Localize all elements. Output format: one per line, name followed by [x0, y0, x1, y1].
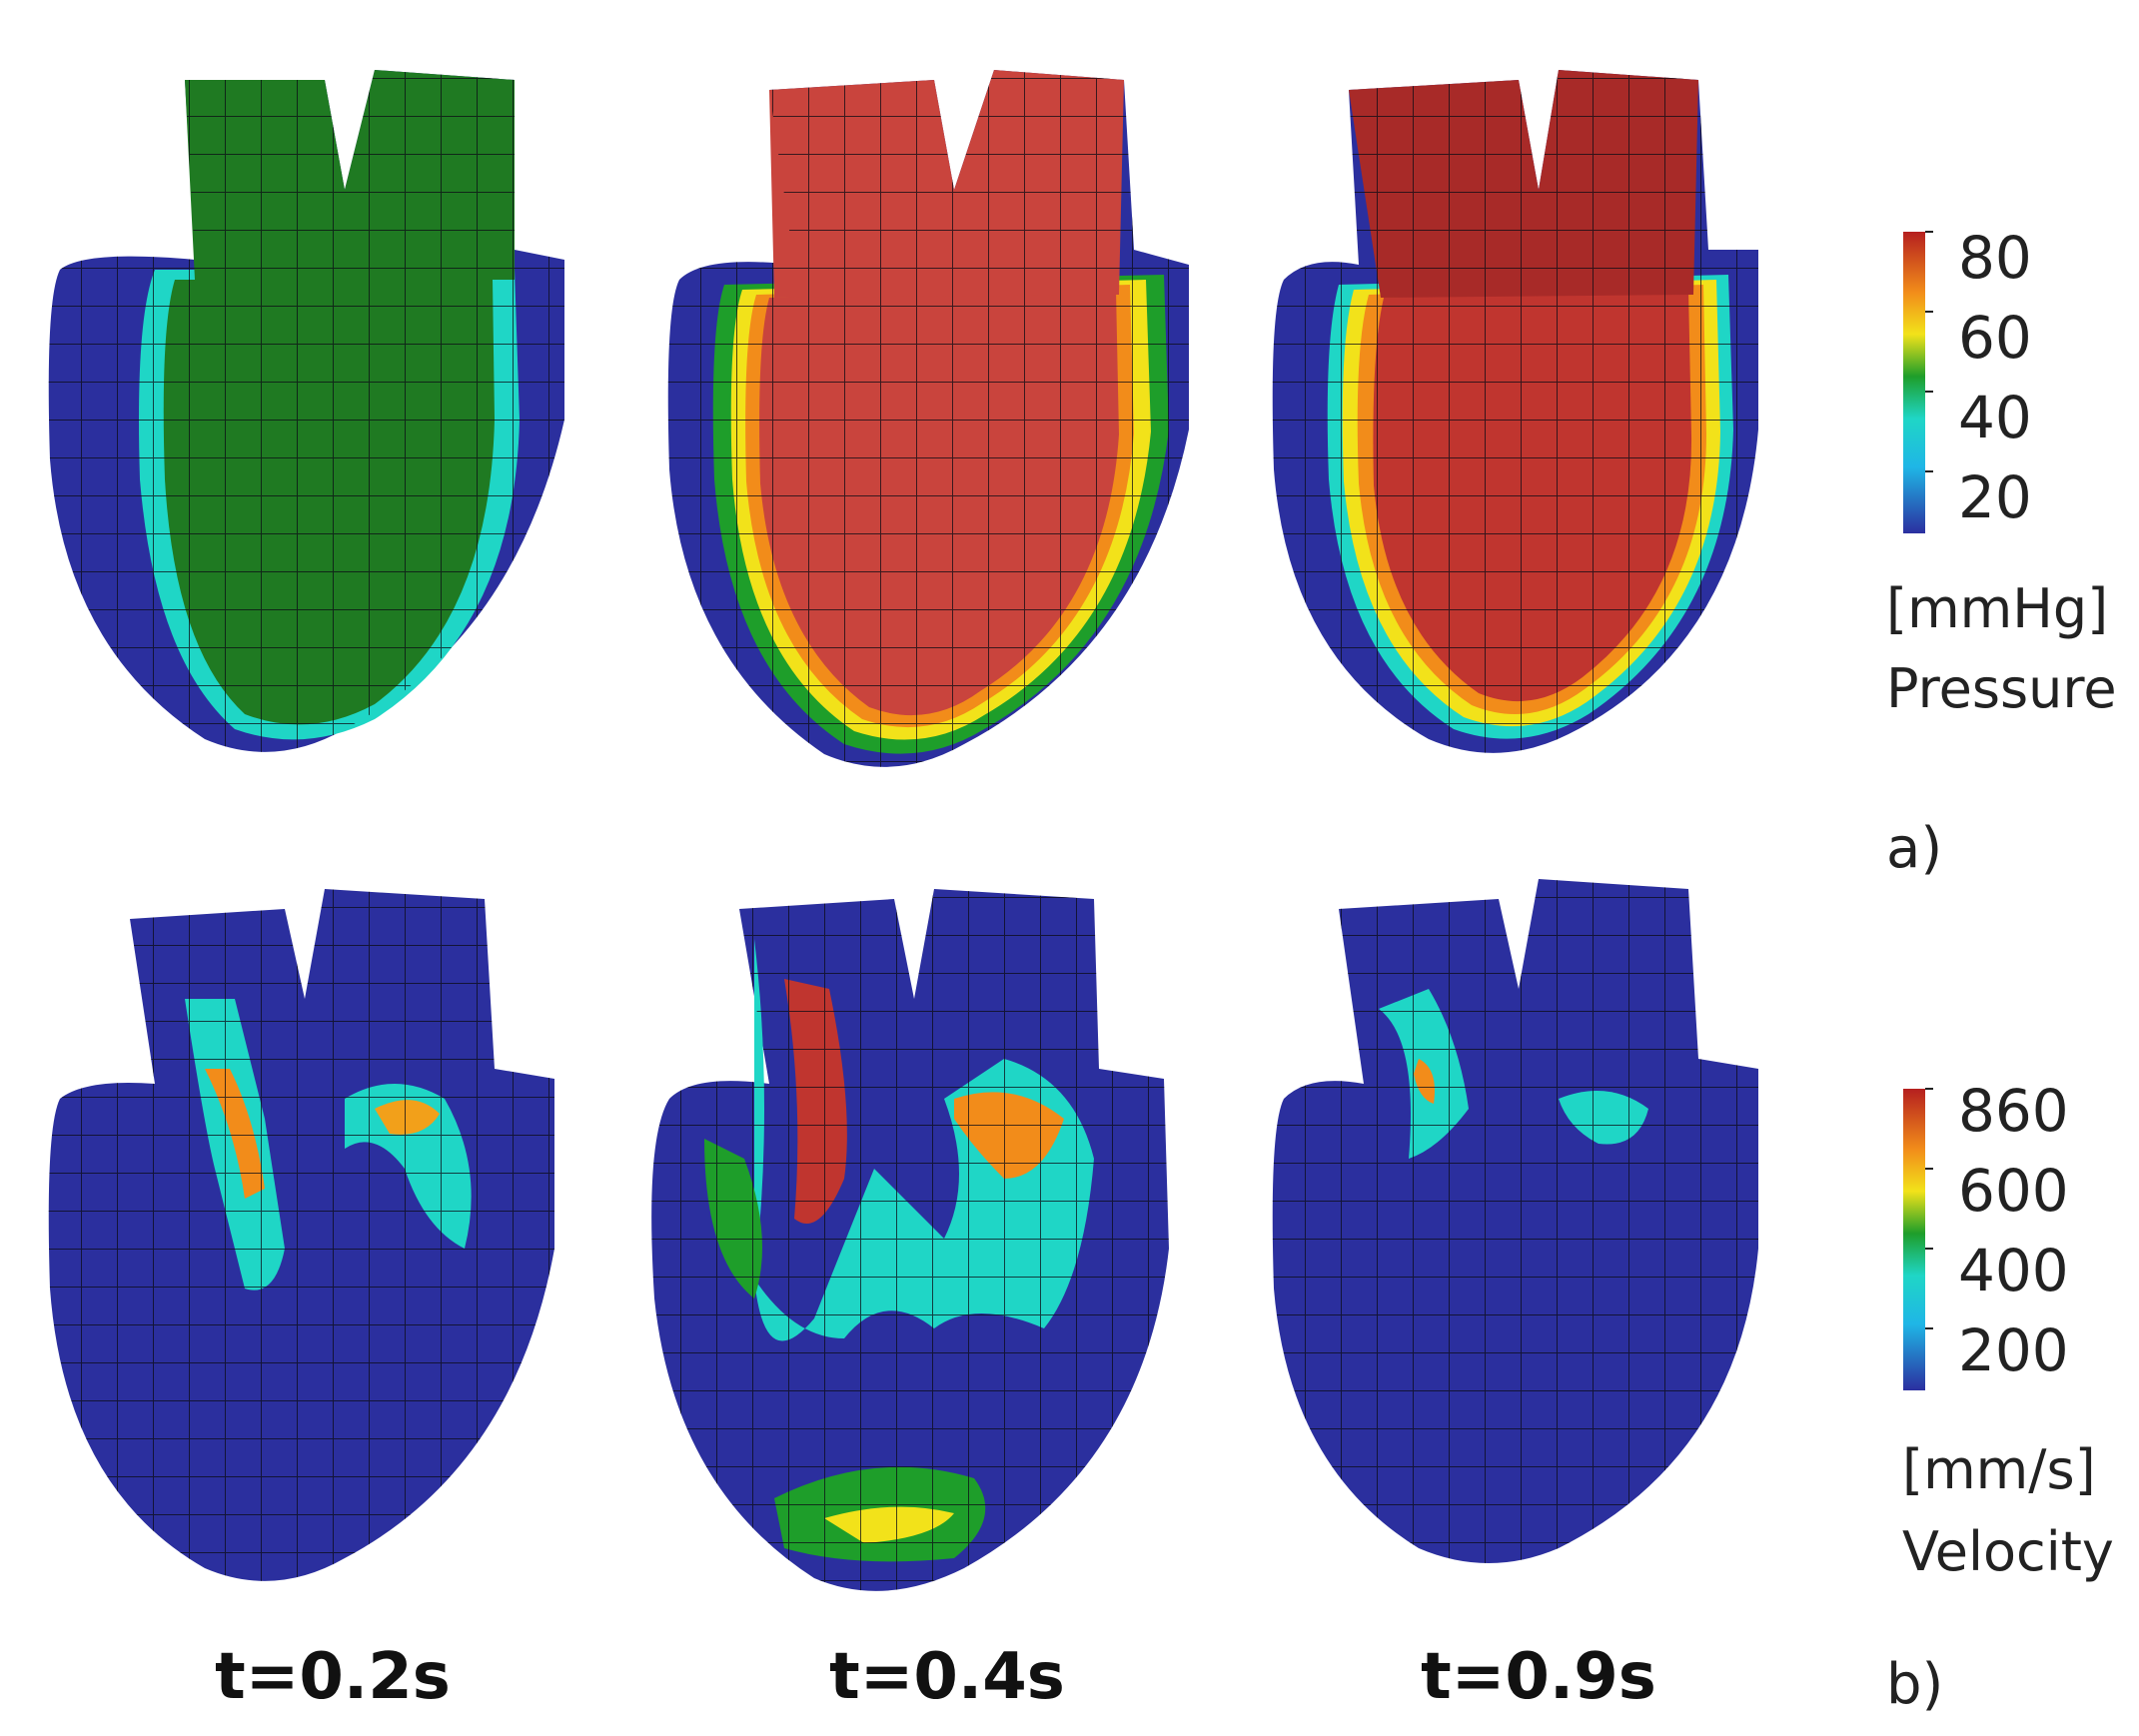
pressure-heart-t02 [48, 70, 564, 752]
time-label-t09: t=0.9s [1421, 1640, 1656, 1714]
velocity-tick-860: 860 [1958, 1077, 2069, 1145]
pressure-tick-80: 80 [1958, 224, 2032, 292]
pressure-tick-40: 40 [1958, 384, 2032, 451]
velocity-colorbar: 860 600 400 200 [mm/s] Velocity [1902, 1077, 2114, 1583]
velocity-tick-600: 600 [1958, 1157, 2069, 1225]
velocity-heart-t02 [48, 889, 554, 1581]
pressure-heart-t04 [667, 70, 1189, 767]
panel-label-a: a) [1886, 816, 1942, 881]
velocity-tick-400: 400 [1958, 1237, 2069, 1304]
pressure-heart-t09 [1272, 70, 1758, 753]
pressure-quantity: Pressure [1886, 657, 2117, 720]
velocity-tick-200: 200 [1958, 1316, 2069, 1384]
velocity-colorbar-gradient [1903, 1089, 1925, 1390]
pressure-colorbar: 80 60 40 20 [mmHg] Pressure [1886, 224, 2117, 720]
velocity-unit: [mm/s] [1902, 1438, 2096, 1501]
velocity-heart-t04 [651, 889, 1169, 1591]
pressure-tick-60: 60 [1958, 304, 2032, 372]
time-label-t02: t=0.2s [215, 1640, 451, 1714]
velocity-heart-t09 [1272, 879, 1758, 1563]
pressure-tick-20: 20 [1958, 463, 2032, 531]
pressure-unit: [mmHg] [1886, 577, 2108, 640]
panel-label-b: b) [1886, 1652, 1943, 1717]
velocity-quantity: Velocity [1902, 1520, 2114, 1583]
time-label-t04: t=0.4s [829, 1640, 1065, 1714]
pressure-colorbar-gradient [1903, 232, 1925, 533]
